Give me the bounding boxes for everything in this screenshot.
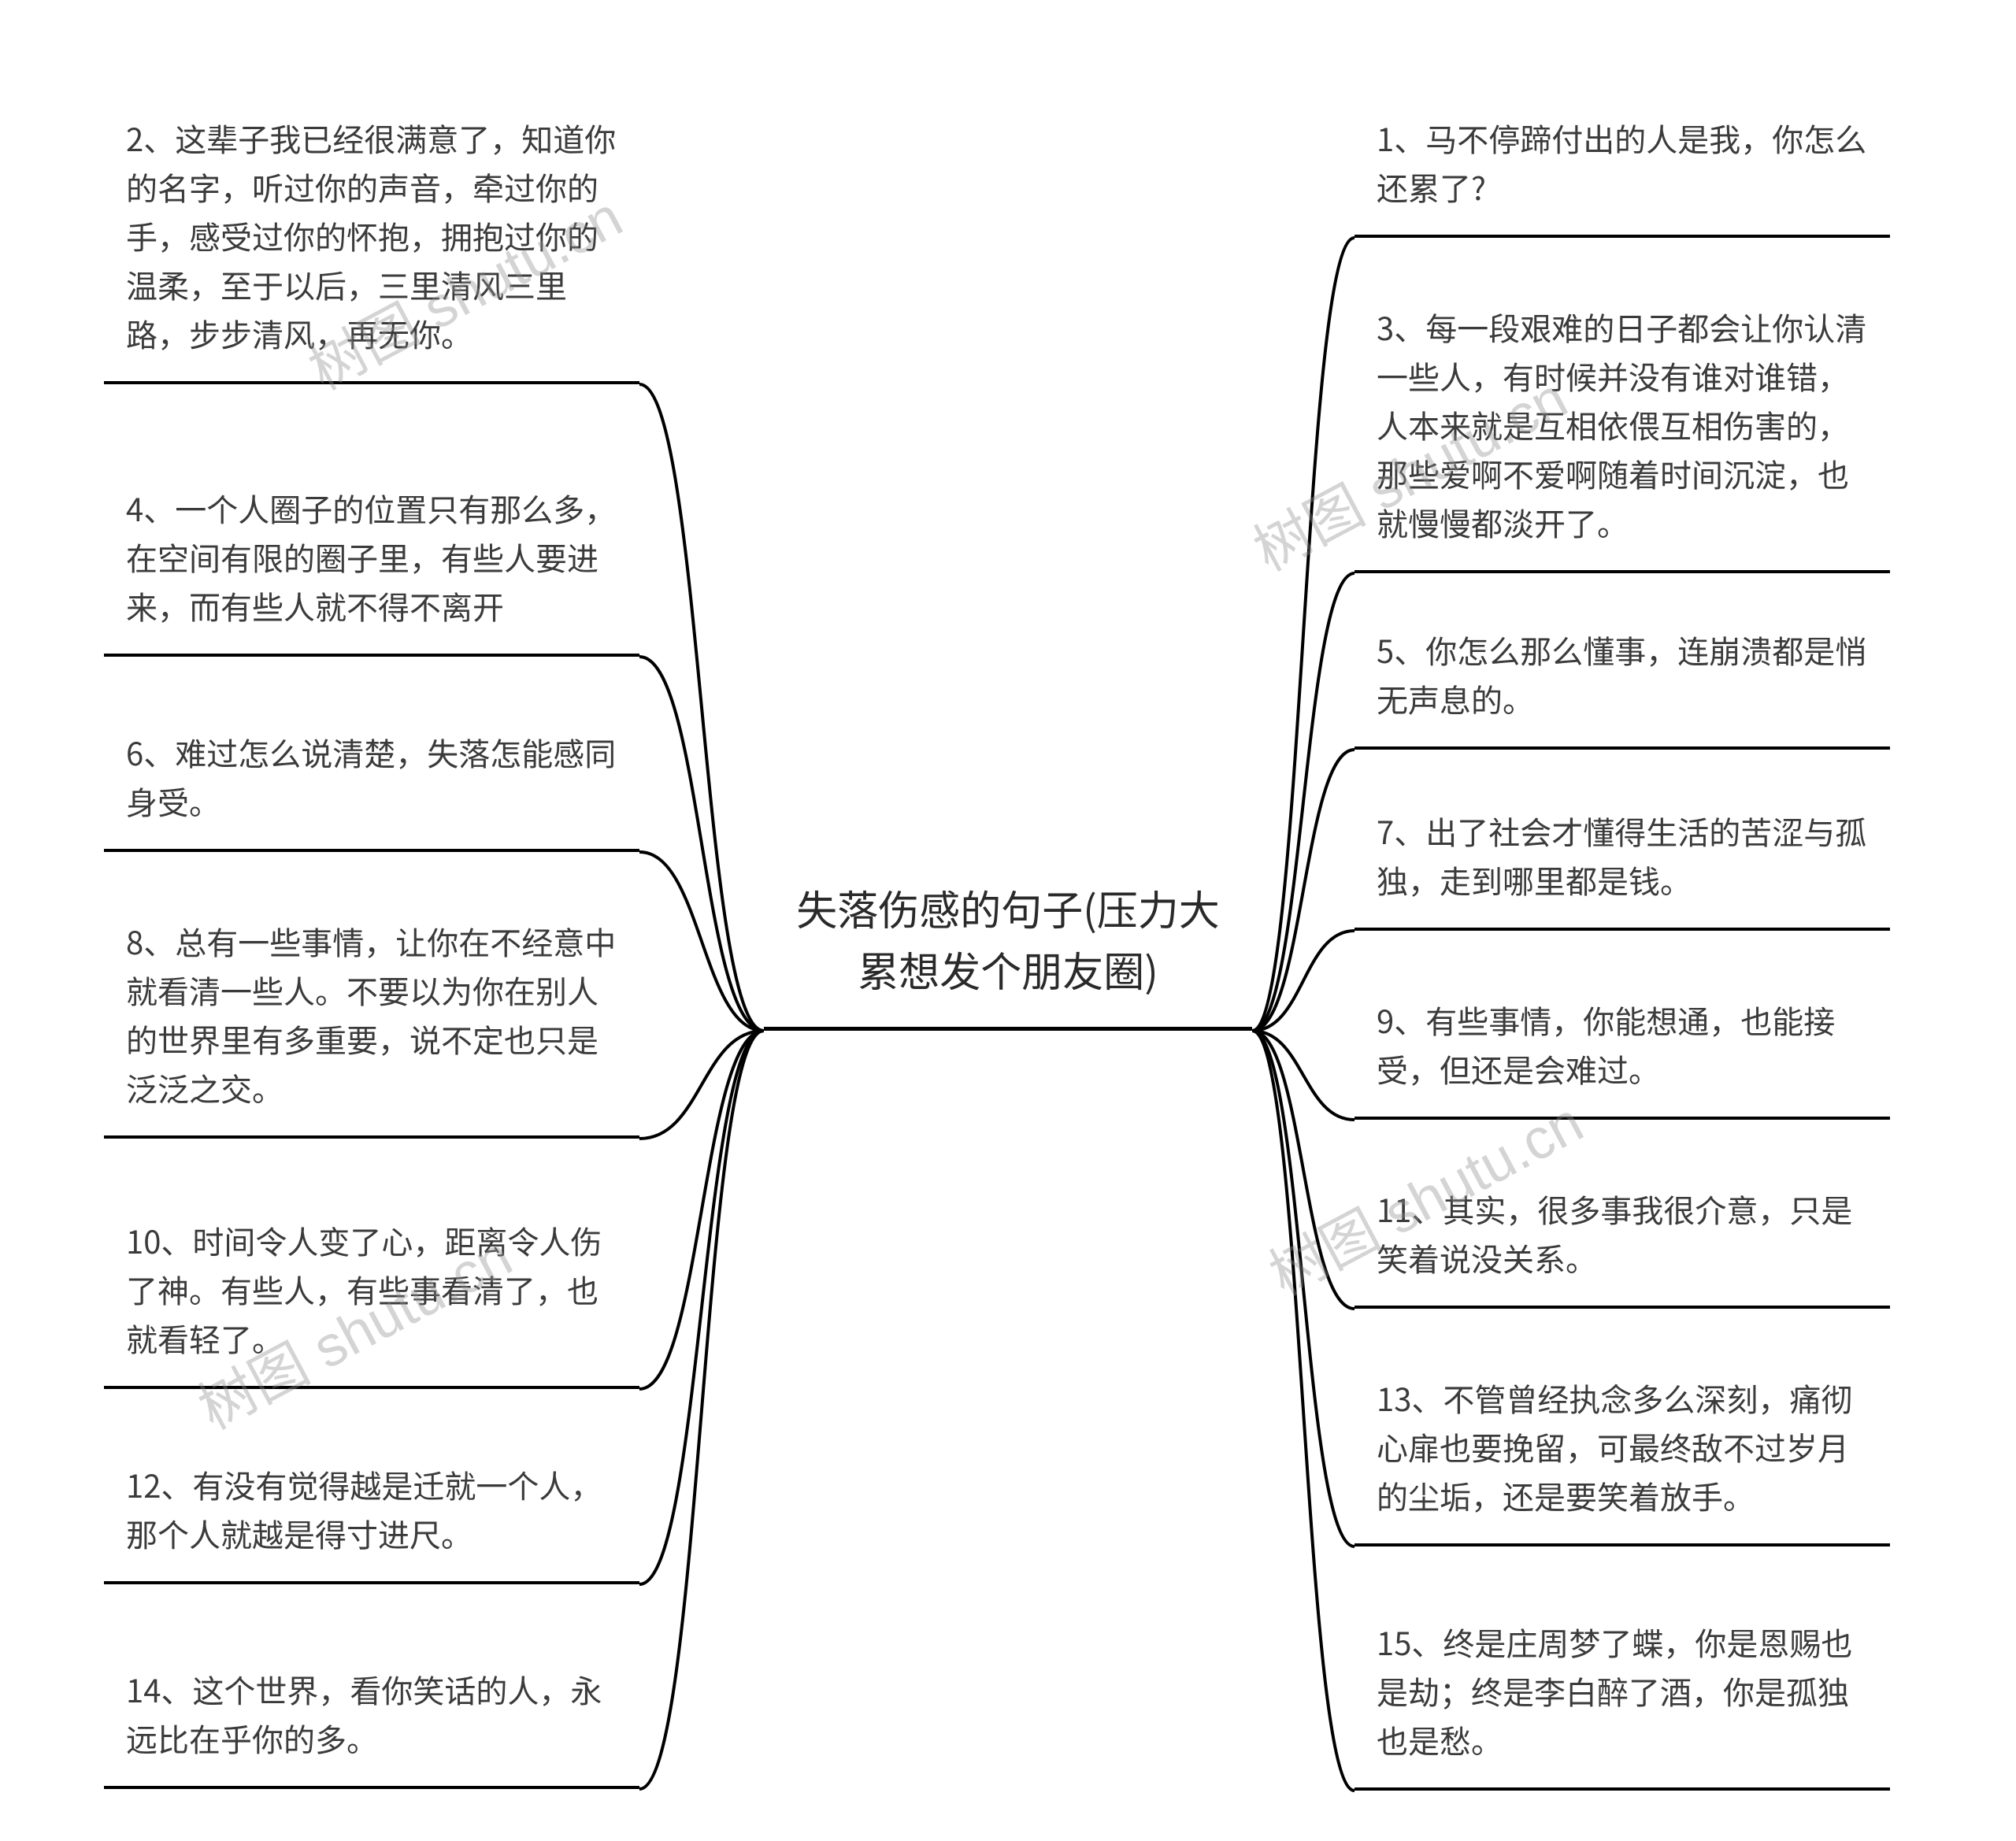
branch-node-left-2: 6、难过怎么说清楚，失落怎能感同身受。 <box>104 709 639 852</box>
branch-node-left-4: 10、时间令人变了心，距离令人伤了神。有些人，有些事看清了，也就看轻了。 <box>104 1197 639 1389</box>
branch-node-right-0: 1、马不停蹄付出的人是我，你怎么还累了? <box>1354 94 1890 238</box>
branch-node-right-1: 3、每一段艰难的日子都会让你认清一些人，有时候并没有谁对谁错，人本来就是互相依偎… <box>1354 283 1890 573</box>
branch-node-left-5: 12、有没有觉得越是迁就一个人，那个人就越是得寸进尺。 <box>104 1441 639 1584</box>
branch-node-left-3: 8、总有一些事情，让你在不经意中就看清一些人。不要以为你在别人的世界里有多重要，… <box>104 898 639 1139</box>
branch-node-right-2: 5、你怎么那么懂事，连崩溃都是悄无声息的。 <box>1354 606 1890 750</box>
center-node: 失落伤感的句子(压力大累想发个朋友圈) <box>764 850 1252 1031</box>
branch-node-right-3: 7、出了社会才懂得生活的苦涩与孤独，走到哪里都是钱。 <box>1354 787 1890 931</box>
branch-node-left-6: 14、这个世界，看你笑话的人，永远比在乎你的多。 <box>104 1646 639 1789</box>
branch-node-left-1: 4、一个人圈子的位置只有那么多，在空间有限的圈子里，有些人要进来，而有些人就不得… <box>104 465 639 657</box>
branch-node-right-7: 15、终是庄周梦了蝶，你是恩赐也是劫；终是李白醉了酒，你是孤独也是愁。 <box>1354 1598 1890 1791</box>
branch-node-right-5: 11、其实，很多事我很介意，只是笑着说没关系。 <box>1354 1165 1890 1309</box>
branch-node-left-0: 2、这辈子我已经很满意了，知道你的名字，听过你的声音，牵过你的手，感受过你的怀抱… <box>104 94 639 384</box>
mindmap-stage: 失落伤感的句子(压力大累想发个朋友圈) 2、这辈子我已经很满意了，知道你的名字，听… <box>0 0 2016 1841</box>
branch-node-right-6: 13、不管曾经执念多么深刻，痛彻心扉也要挽留，可最终敌不过岁月的尘垢，还是要笑着… <box>1354 1354 1890 1547</box>
branch-node-right-4: 9、有些事情，你能想通，也能接受，但还是会难过。 <box>1354 976 1890 1120</box>
